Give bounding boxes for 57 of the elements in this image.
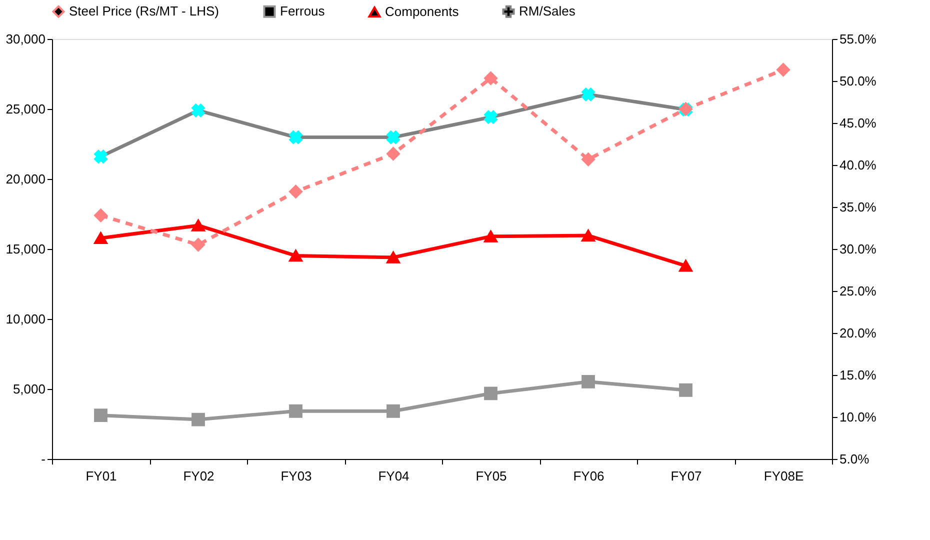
point bbox=[679, 260, 692, 272]
point bbox=[679, 383, 692, 397]
point bbox=[582, 375, 595, 388]
point bbox=[484, 230, 498, 242]
point bbox=[192, 220, 205, 232]
y2-tick-label: 30.0% bbox=[840, 242, 877, 256]
point bbox=[582, 152, 595, 166]
legend-label: Steel Price (Rs/MT - LHS) bbox=[69, 4, 220, 19]
y2-tick-label: 40.0% bbox=[840, 158, 877, 172]
x-tick-label: FY08E bbox=[764, 468, 804, 484]
point bbox=[192, 104, 205, 118]
y2-tick-label: 35.0% bbox=[840, 200, 877, 214]
point bbox=[386, 404, 400, 418]
x-tick-label: FY01 bbox=[86, 468, 117, 484]
x-tick-label: FY03 bbox=[280, 468, 312, 484]
point bbox=[386, 130, 400, 144]
point bbox=[582, 88, 595, 102]
point bbox=[484, 72, 498, 85]
point bbox=[94, 208, 108, 222]
y2-tick-label: 10.0% bbox=[840, 410, 877, 424]
point bbox=[386, 251, 400, 264]
y-tick-label: 5,000 bbox=[12, 382, 46, 396]
y-tick-label: 25,000 bbox=[6, 102, 46, 116]
legend-label: Ferrous bbox=[280, 4, 326, 19]
x-tick-label: FY04 bbox=[378, 468, 410, 484]
point bbox=[94, 408, 108, 422]
y-tick-label: 30,000 bbox=[6, 32, 46, 46]
legend-label: RM/Sales bbox=[519, 4, 576, 19]
point bbox=[192, 412, 205, 426]
point bbox=[289, 130, 302, 144]
point bbox=[484, 386, 498, 400]
point bbox=[289, 184, 302, 198]
point bbox=[776, 63, 790, 76]
y2-tick-label: 25.0% bbox=[840, 284, 877, 298]
y2-tick-label: 20.0% bbox=[840, 326, 877, 340]
point bbox=[582, 230, 595, 242]
y-tick-label: - bbox=[41, 452, 46, 466]
y2-tick-label: 5.0% bbox=[840, 452, 870, 466]
legend-label: Components bbox=[385, 4, 460, 19]
point bbox=[484, 110, 498, 124]
point bbox=[289, 404, 302, 418]
x-tick-label: FY07 bbox=[670, 468, 702, 484]
point bbox=[192, 238, 205, 252]
x-tick-label: FY05 bbox=[476, 468, 507, 484]
point bbox=[94, 232, 108, 244]
x-tick-label: FY02 bbox=[183, 468, 214, 484]
y-tick-label: 20,000 bbox=[6, 172, 46, 186]
y2-tick-label: 45.0% bbox=[840, 116, 877, 130]
y2-tick-label: 15.0% bbox=[840, 368, 877, 382]
point bbox=[289, 250, 302, 262]
y-tick-label: 15,000 bbox=[6, 242, 46, 256]
x-tick-label: FY06 bbox=[573, 468, 604, 484]
y2-tick-label: 50.0% bbox=[840, 74, 877, 88]
y-tick-label: 10,000 bbox=[6, 312, 46, 326]
point bbox=[386, 147, 400, 160]
point bbox=[94, 150, 108, 164]
y2-tick-label: 55.0% bbox=[840, 32, 877, 46]
